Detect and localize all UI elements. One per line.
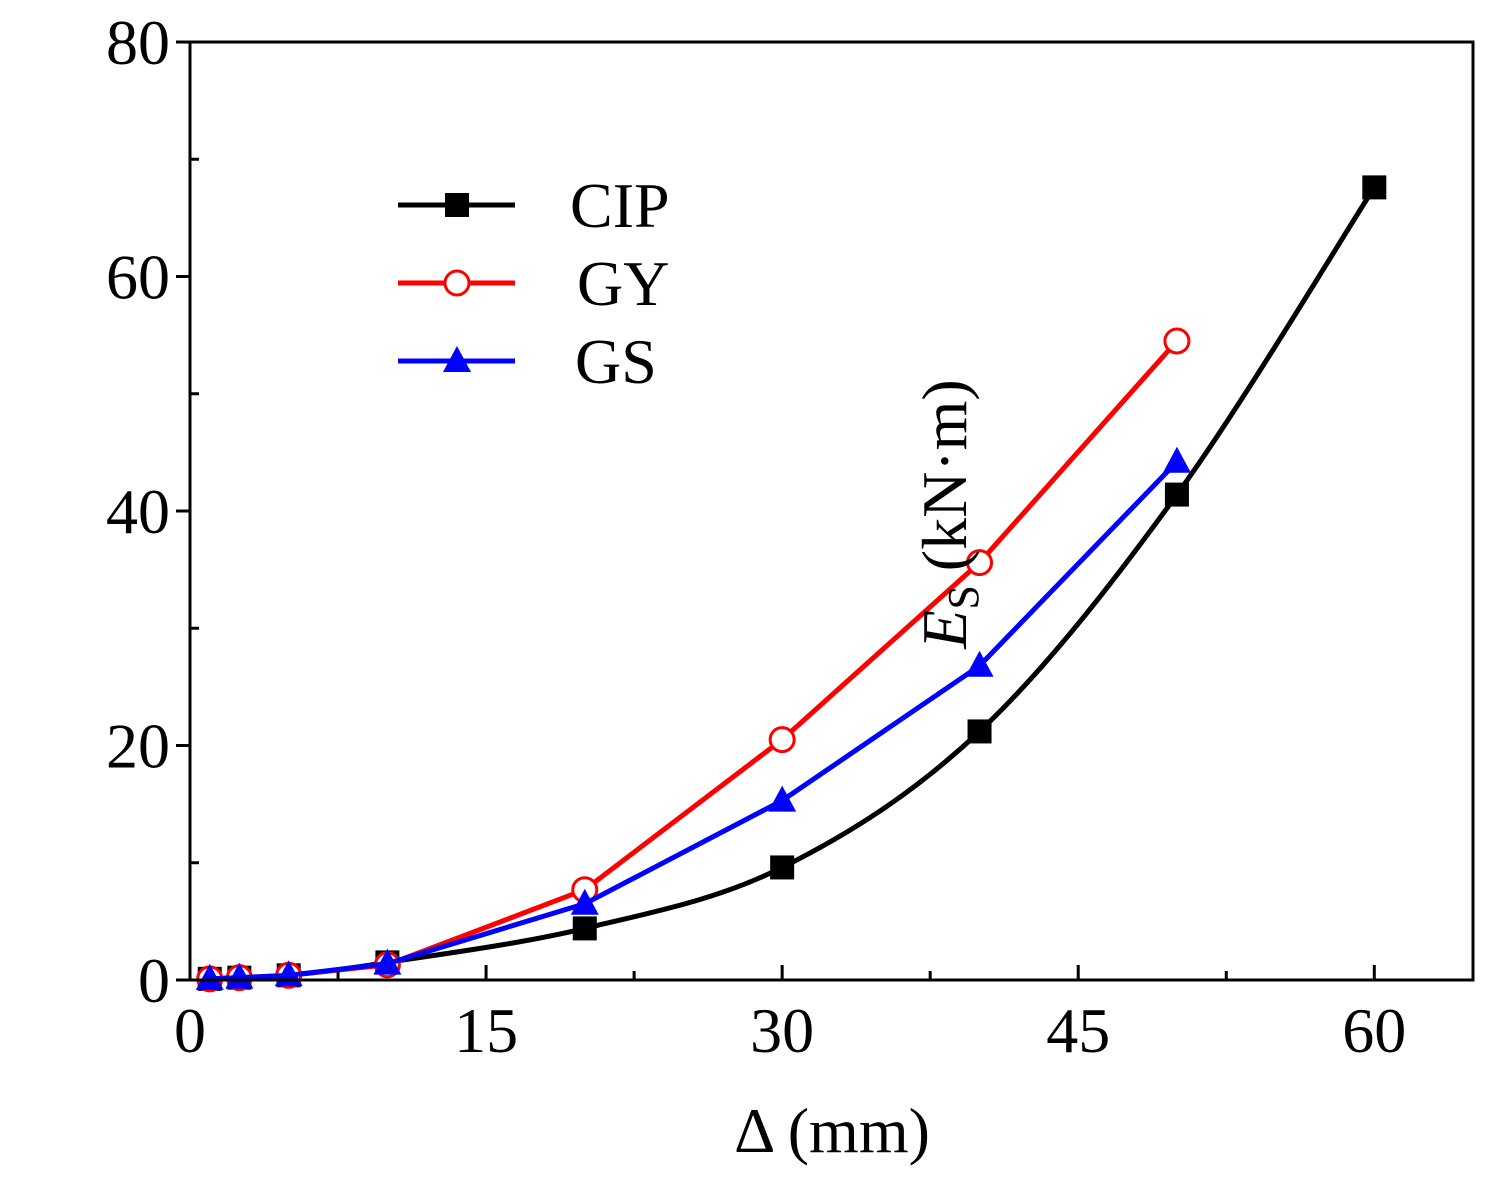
y-axis-label-symbol: E bbox=[909, 610, 980, 650]
y-tick-label: 0 bbox=[138, 945, 170, 1016]
cip-point-9 bbox=[1362, 175, 1387, 200]
series-gs bbox=[195, 446, 1191, 990]
gs-point-1 bbox=[195, 963, 224, 990]
y-tick-label: 40 bbox=[106, 476, 170, 547]
cip-point-5 bbox=[572, 916, 597, 941]
y-tick-label: 80 bbox=[106, 7, 170, 78]
x-axis-label: Δ (mm) bbox=[734, 1095, 930, 1166]
x-tick-label: 45 bbox=[1046, 995, 1110, 1066]
cip-point-7 bbox=[967, 719, 992, 744]
cip-point-8 bbox=[1164, 482, 1189, 507]
legend-marker-cip bbox=[445, 193, 469, 217]
cip-point-6 bbox=[770, 855, 795, 880]
gy-point-7 bbox=[966, 549, 994, 577]
y-axis-label-subscript: S bbox=[939, 585, 988, 609]
legend-marker-gs bbox=[443, 346, 471, 372]
y-axis-label-unit: (kN·m) bbox=[909, 379, 980, 571]
x-tick-label: 60 bbox=[1342, 995, 1406, 1066]
series-layer bbox=[195, 175, 1387, 993]
series-cip bbox=[197, 175, 1387, 991]
series-gy bbox=[196, 327, 1191, 993]
legend: CIP GY GS bbox=[398, 170, 670, 397]
x-tick-label: 30 bbox=[750, 995, 814, 1066]
gy-point-6 bbox=[768, 726, 796, 754]
gs-line bbox=[209, 460, 1179, 982]
gy-point-8 bbox=[1163, 327, 1191, 355]
x-tick-label: 15 bbox=[454, 995, 518, 1066]
legend-label-gy: GY bbox=[577, 248, 669, 319]
legend-label-gs: GS bbox=[575, 326, 657, 397]
legend-marker-gy bbox=[443, 269, 471, 297]
gs-point-8 bbox=[1162, 446, 1191, 473]
gs-point-7 bbox=[965, 650, 994, 677]
gs-point-2 bbox=[225, 962, 254, 989]
axis-ticks: 0 15 30 45 60 0 20 40 60 80 bbox=[106, 7, 1406, 1066]
gs-point-5 bbox=[570, 888, 599, 915]
y-tick-label: 60 bbox=[106, 242, 170, 313]
gs-point-6 bbox=[768, 785, 797, 812]
gs-point-4 bbox=[373, 948, 402, 975]
x-tick-label: 0 bbox=[174, 995, 206, 1066]
y-tick-label: 20 bbox=[106, 711, 170, 782]
gy-line bbox=[209, 339, 1179, 982]
legend-label-cip: CIP bbox=[570, 170, 670, 241]
y-axis-label: ES (kN·m) bbox=[909, 379, 988, 650]
